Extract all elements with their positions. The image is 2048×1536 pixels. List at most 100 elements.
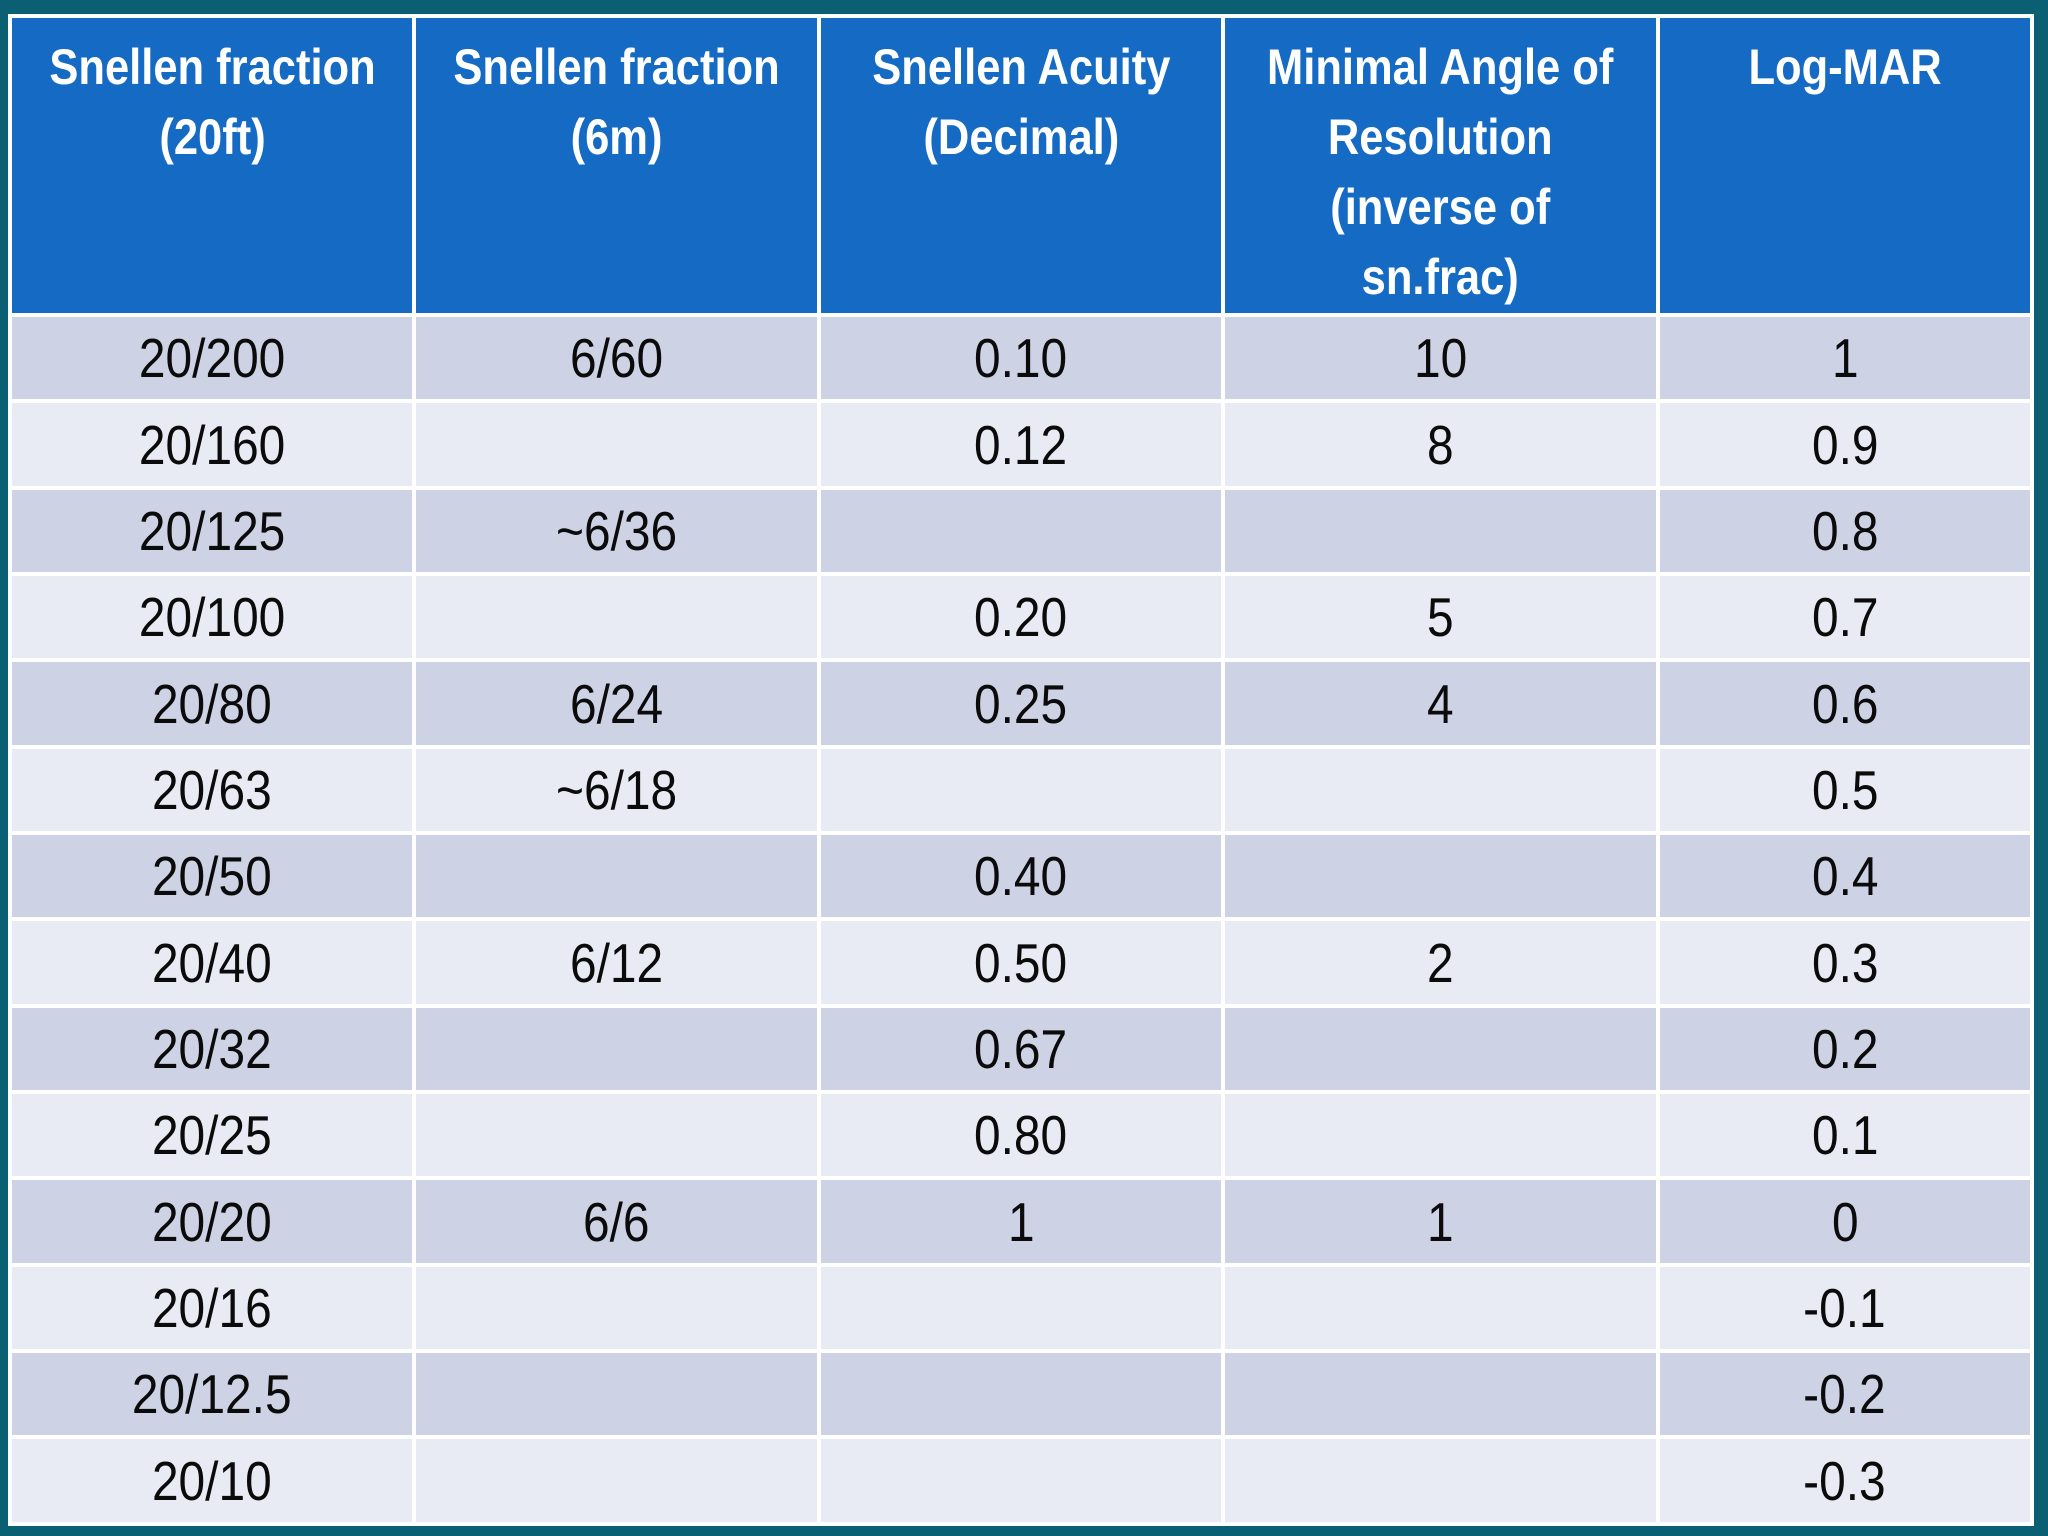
table-cell: 0.5 (1659, 748, 2030, 832)
table-cell: 20/25 (12, 1094, 413, 1177)
table-cell: ~6/18 (416, 748, 817, 832)
cell-value: 1 (1007, 1190, 1035, 1253)
table-cell (1225, 1094, 1656, 1177)
table-row: 20/40 6/12 0.50 2 0.3 (12, 921, 2030, 1004)
table-cell: 0.4 (1659, 835, 2030, 918)
table-row: 20/50 0.40 0.4 (12, 835, 2030, 918)
cell-value: 0.5 (1811, 758, 1879, 821)
cell-value: -0.1 (1803, 1276, 1887, 1339)
cell-value: 20/32 (152, 1017, 273, 1080)
cell-value: 0.3 (1811, 931, 1879, 994)
table-cell: 10 (1225, 317, 1656, 400)
cell-value: 20/12.5 (132, 1363, 293, 1426)
table-cell: 1 (820, 1180, 1222, 1263)
table-cell: 0.50 (820, 921, 1222, 1004)
cell-value: 0.25 (974, 672, 1068, 735)
table-cell (416, 576, 817, 659)
table-cell: 1 (1225, 1180, 1656, 1263)
table-cell (416, 1266, 817, 1350)
cell-value: 2 (1427, 931, 1454, 994)
cell-value: 20/16 (152, 1276, 273, 1339)
table-cell: ~6/36 (416, 489, 817, 573)
header-label: Snellen Acuity (Decimal) (871, 39, 1171, 165)
table-cell: 20/160 (12, 403, 413, 486)
cell-value: 0.67 (974, 1017, 1068, 1080)
cell-value: 20/125 (139, 499, 286, 562)
cell-value: 20/25 (152, 1104, 273, 1167)
table-row: 20/125 ~6/36 0.8 (12, 489, 2030, 573)
cell-value: 0.12 (974, 413, 1068, 476)
table-cell: 6/24 (416, 662, 817, 745)
table-cell (820, 1353, 1222, 1436)
table-row: 20/63 ~6/18 0.5 (12, 748, 2030, 832)
table-cell: 5 (1225, 576, 1656, 659)
table-cell: 20/80 (12, 662, 413, 745)
header-minimal-angle-of-resolution: Minimal Angle of Resolution (inverse of … (1225, 18, 1656, 313)
cell-value: 0.2 (1811, 1017, 1879, 1080)
header-label: Minimal Angle of Resolution (inverse of … (1267, 39, 1614, 305)
table-cell (416, 1007, 817, 1091)
table-cell (1225, 1439, 1656, 1522)
cell-value: 6/6 (583, 1190, 650, 1253)
table-cell: 0.2 (1659, 1007, 2030, 1091)
cell-value: 8 (1427, 413, 1454, 476)
table-cell (1225, 1007, 1656, 1091)
cell-value: 6/24 (570, 672, 664, 735)
table-cell: 2 (1225, 921, 1656, 1004)
header-snellen-acuity-decimal: Snellen Acuity (Decimal) (820, 18, 1222, 313)
table-cell: 20/12.5 (12, 1353, 413, 1436)
table-cell: 20/125 (12, 489, 413, 573)
table-cell: 0.8 (1659, 489, 2030, 573)
table-cell: 20/63 (12, 748, 413, 832)
table-row: 20/12.5 -0.2 (12, 1353, 2030, 1436)
cell-value: 20/20 (152, 1190, 273, 1253)
cell-value: 20/63 (152, 758, 273, 821)
table-cell: -0.3 (1659, 1439, 2030, 1522)
cell-value: 0.8 (1811, 499, 1879, 562)
table-cell: 6/6 (416, 1180, 817, 1263)
table-cell: 4 (1225, 662, 1656, 745)
cell-value: 1 (1831, 327, 1859, 390)
cell-value: 0.20 (974, 586, 1068, 649)
table-cell: 20/40 (12, 921, 413, 1004)
table-cell (1225, 835, 1656, 918)
header-log-mar: Log-MAR (1659, 18, 2030, 313)
cell-value: 0.50 (974, 931, 1068, 994)
cell-value: 6/12 (570, 931, 664, 994)
header-snellen-fraction-6m: Snellen fraction (6m) (416, 18, 817, 313)
table-cell: 6/12 (416, 921, 817, 1004)
table-cell (820, 748, 1222, 832)
cell-value: 6/60 (570, 327, 664, 390)
table-row: 20/25 0.80 0.1 (12, 1094, 2030, 1177)
table-cell: -0.1 (1659, 1266, 2030, 1350)
table-row: 20/160 0.12 8 0.9 (12, 403, 2030, 486)
header-label: Snellen fraction (20ft) (49, 39, 376, 165)
table-cell: 0.3 (1659, 921, 2030, 1004)
cell-value: 20/10 (152, 1449, 273, 1512)
table-cell (820, 489, 1222, 573)
cell-value: 20/200 (139, 327, 286, 390)
table-row: 20/80 6/24 0.25 4 0.6 (12, 662, 2030, 745)
table-cell: 1 (1659, 317, 2030, 400)
table-cell (1225, 1266, 1656, 1350)
table-row: 20/200 6/60 0.10 10 1 (12, 317, 2030, 400)
table-row: 20/20 6/6 1 1 0 (12, 1180, 2030, 1263)
table-cell: 0.7 (1659, 576, 2030, 659)
table-row: 20/32 0.67 0.2 (12, 1007, 2030, 1091)
table-cell: -0.2 (1659, 1353, 2030, 1436)
table-cell: 0.67 (820, 1007, 1222, 1091)
cell-value: 0 (1831, 1190, 1859, 1253)
table-cell (416, 403, 817, 486)
cell-value: 10 (1413, 327, 1467, 390)
cell-value: 0.7 (1811, 586, 1879, 649)
table-cell: 0.80 (820, 1094, 1222, 1177)
table-cell: 20/200 (12, 317, 413, 400)
cell-value: 0.4 (1811, 845, 1879, 908)
cell-value: 0.1 (1811, 1104, 1879, 1167)
cell-value: 0.9 (1811, 413, 1879, 476)
cell-value: 0.40 (974, 845, 1068, 908)
acuity-conversion-table: Snellen fraction (20ft) Snellen fraction… (8, 14, 2034, 1526)
table-cell: 0.1 (1659, 1094, 2030, 1177)
cell-value: 5 (1427, 586, 1454, 649)
